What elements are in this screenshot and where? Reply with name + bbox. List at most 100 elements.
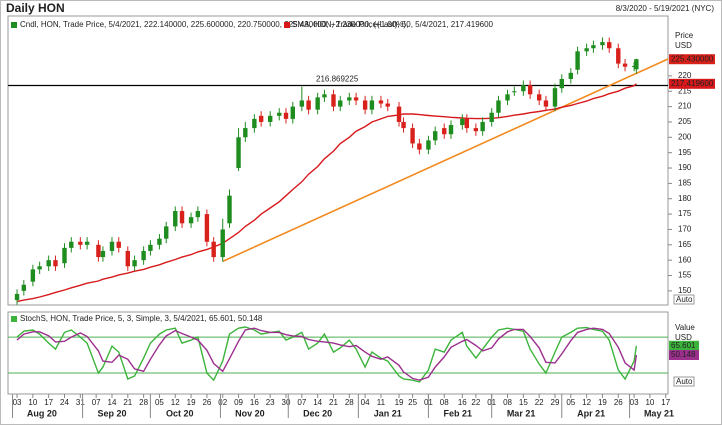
candle-body xyxy=(141,250,146,261)
y-tick-label: 180 xyxy=(678,194,692,203)
x-tick-label: 25 xyxy=(408,398,417,407)
month-label: Apr 21 xyxy=(577,408,605,418)
candle-body xyxy=(460,118,465,126)
stoch-line xyxy=(16,327,638,381)
candle-body xyxy=(442,128,447,135)
y-tick-label: 190 xyxy=(678,163,692,172)
candle-body xyxy=(401,121,406,129)
candle-body xyxy=(30,269,36,282)
legend-entry: StochS, HON, Trade Price, 5, 3, Simple, … xyxy=(20,314,263,323)
legend xyxy=(11,22,17,322)
candle-body xyxy=(331,94,336,107)
candle-body xyxy=(204,214,210,242)
x-tick-label: 03 xyxy=(13,398,22,407)
candle-body xyxy=(243,128,248,138)
candle-body xyxy=(227,195,232,224)
month-label: Mar 21 xyxy=(507,408,536,418)
candle-body xyxy=(46,260,51,267)
chart-title: Daily HON xyxy=(6,1,65,15)
y-tick-label: 195 xyxy=(678,148,692,157)
candle-body xyxy=(631,66,637,68)
x-tick-label: 17 xyxy=(44,398,53,407)
candle-body xyxy=(69,241,74,248)
candle-body xyxy=(299,100,305,107)
month-label: Jan 21 xyxy=(374,408,402,418)
x-tick-label: 26 xyxy=(614,398,623,407)
x-tick-label: 04 xyxy=(361,398,370,407)
candle-body xyxy=(78,241,83,245)
candle-body xyxy=(315,97,320,110)
candle-body xyxy=(464,118,470,129)
x-tick-label: 23 xyxy=(266,398,275,407)
x-tick-label: 29 xyxy=(551,398,560,407)
x-tick-label: 19 xyxy=(598,398,607,407)
x-tick-label: 21 xyxy=(329,398,338,407)
month-label: Aug 20 xyxy=(27,408,57,418)
x-tick-label: 08 xyxy=(440,398,449,407)
x-tick-label: 12 xyxy=(582,398,591,407)
x-tick-label: 16 xyxy=(250,398,259,407)
x-tick-label: 10 xyxy=(645,398,654,407)
candle-body xyxy=(195,211,201,218)
candle-body xyxy=(559,78,564,89)
candle-body xyxy=(369,100,375,110)
x-tick-label: 26 xyxy=(202,398,211,407)
reference-label: 216.869225 xyxy=(316,75,359,84)
candle-body xyxy=(480,121,485,132)
last-value-label: 217.419600 xyxy=(671,79,714,88)
x-tick-label: 07 xyxy=(92,398,101,407)
last-value-box xyxy=(669,340,699,351)
indicator-axis-label: Value xyxy=(675,323,695,332)
candle-body xyxy=(125,250,130,267)
candle-body xyxy=(132,260,137,267)
candle-body xyxy=(527,85,533,95)
y-tick-label: 200 xyxy=(678,132,692,141)
price-panel xyxy=(7,15,669,306)
x-tick-label: 05 xyxy=(155,398,164,407)
candle-body xyxy=(489,112,494,122)
candle-body xyxy=(473,128,479,132)
candle-body xyxy=(353,97,359,101)
candle-body xyxy=(322,94,327,98)
date-range: 8/3/2020 - 5/19/2021 (NYC) xyxy=(616,4,715,13)
y-axis-label: Price xyxy=(675,31,694,40)
scale-label[interactable]: Auto xyxy=(676,377,693,386)
y-tick-label: 220 xyxy=(678,71,692,80)
last-value-label: 225.430000 xyxy=(671,54,714,63)
y-axis-label: USD xyxy=(675,41,692,50)
candle-body xyxy=(432,131,438,141)
legend-icon xyxy=(11,316,17,322)
legend-icon xyxy=(11,22,17,28)
scale-button[interactable] xyxy=(673,294,695,305)
month-label: May 21 xyxy=(644,408,674,418)
month-label: Feb 21 xyxy=(444,408,473,418)
candle-body xyxy=(496,100,501,113)
last-value-box xyxy=(669,350,699,361)
legend-entry: SMA, HON, Trade Price(Last), 50, 5/4/202… xyxy=(292,20,494,29)
y-tick-label: 165 xyxy=(678,240,692,249)
candle-body xyxy=(448,125,454,135)
scale-label[interactable]: Auto xyxy=(676,295,693,304)
y-tick-label: 170 xyxy=(678,225,692,234)
x-tick-label: 28 xyxy=(345,398,354,407)
candle-body xyxy=(338,100,343,107)
candle-body xyxy=(252,118,257,129)
candle-body xyxy=(211,241,216,258)
candle-body xyxy=(148,244,153,251)
candle-body xyxy=(109,241,115,251)
candle-body xyxy=(607,42,612,49)
candle-body xyxy=(179,211,185,224)
scale-button[interactable] xyxy=(673,376,695,387)
last-value-box xyxy=(669,54,715,65)
x-tick-label: 03 xyxy=(630,398,639,407)
legend-bg xyxy=(19,20,489,30)
last-value-label: 50.148 xyxy=(671,350,696,359)
candle-body xyxy=(277,112,282,116)
indicator-panel xyxy=(7,311,669,395)
sma-line xyxy=(16,83,637,303)
x-tick-label: 22 xyxy=(471,398,480,407)
x-tick-label: 11 xyxy=(377,398,386,407)
legend-icon xyxy=(284,22,290,28)
